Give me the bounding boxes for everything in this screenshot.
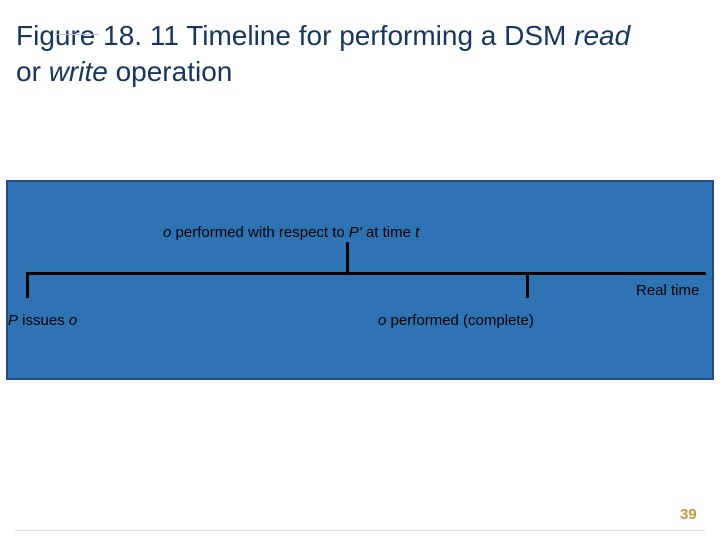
slide-title: Figure 18. 11 Timeline for performing a … bbox=[16, 18, 656, 90]
slide: Figure 18. 11 Timeline for performing a … bbox=[0, 0, 720, 540]
title-accent-line bbox=[55, 34, 99, 35]
page-number: 39 bbox=[680, 506, 697, 523]
tick-issue bbox=[26, 272, 29, 298]
timeline-axis bbox=[26, 272, 706, 275]
label-top: o performed with respect to P' at time t bbox=[163, 224, 419, 241]
label-issue: P issues o bbox=[8, 312, 77, 329]
tick-respect bbox=[346, 242, 349, 272]
tick-complete bbox=[526, 272, 529, 298]
label-complete: o performed (complete) bbox=[378, 312, 534, 329]
label-realtime: Real time bbox=[636, 282, 699, 299]
timeline-diagram: o performed with respect to P' at time t… bbox=[6, 180, 714, 380]
footer-accent-line bbox=[15, 530, 705, 531]
